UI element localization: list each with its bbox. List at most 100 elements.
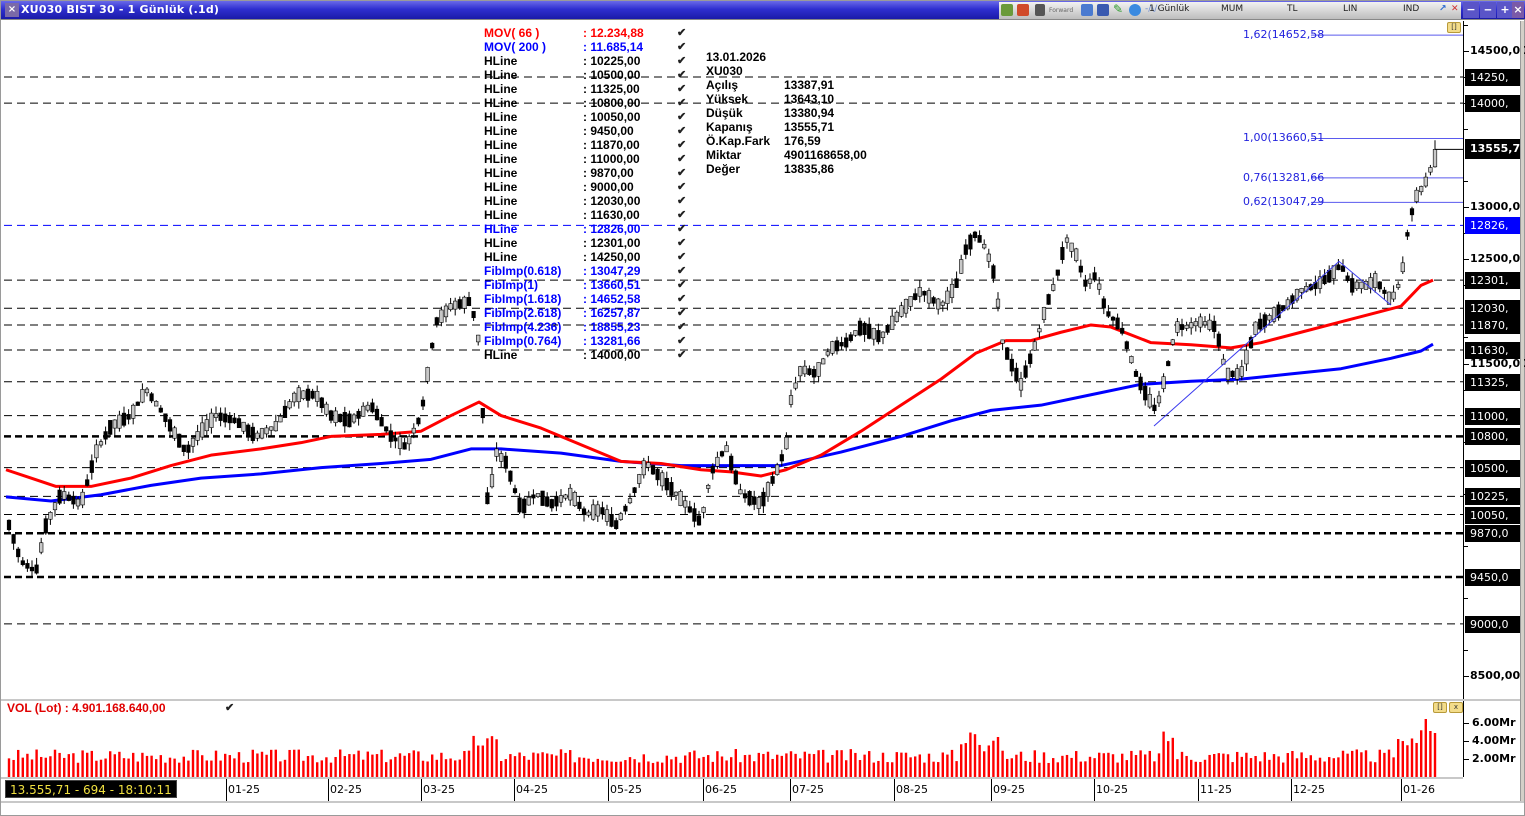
currency-select[interactable]: TL [1287, 4, 1298, 14]
legend-visibility-check-icon[interactable]: ✔ [677, 237, 687, 249]
candlestick-plot [4, 34, 1463, 625]
legend-visibility-check-icon[interactable]: ✔ [677, 307, 687, 319]
legend-name: HLine [484, 208, 518, 222]
tools-icon[interactable]: ✕ [1451, 4, 1459, 14]
pane-maximize-button[interactable]: [] [1447, 22, 1461, 33]
volume-tick-2: 2.00Mr [1472, 752, 1516, 765]
volume-legend-text: VOL (Lot) : 4.901.168.640,00 [7, 701, 166, 715]
legend-visibility-check-icon[interactable]: ✔ [677, 125, 687, 137]
symbol-list-icon[interactable] [1001, 4, 1013, 16]
price-minor-tick [1464, 337, 1468, 339]
grid-icon[interactable] [1081, 4, 1093, 16]
hline-price-box: 14000, [1465, 95, 1521, 113]
legend-name: HLine [484, 236, 518, 250]
legend-name: HLine [484, 348, 518, 362]
legend-visibility-check-icon[interactable]: ✔ [677, 335, 687, 347]
price-chart[interactable] [4, 21, 1463, 699]
hline-price-box: 11630, [1465, 341, 1521, 359]
legend-name: HLine [484, 68, 518, 82]
legend-value: : 13047,29 [583, 264, 641, 278]
hline-price-box: 14250, [1465, 69, 1521, 87]
price-minor-tick [1464, 597, 1468, 599]
legend-visibility-check-icon[interactable]: ✔ [677, 153, 687, 165]
month-tick: 04-25 [514, 779, 548, 801]
legend-value: : 12.234,88 [583, 26, 644, 40]
legend-name: HLine [484, 250, 518, 264]
legend-value: : 11630,00 [583, 208, 640, 222]
legend-value: : 13281,66 [583, 334, 641, 348]
maximize-button[interactable]: + [1497, 2, 1513, 18]
legend-visibility-check-icon[interactable]: ✔ [677, 139, 687, 151]
month-tick: 11-25 [1198, 779, 1232, 801]
legend-visibility-check-icon[interactable]: ✔ [677, 83, 687, 95]
window-title: XU030 BIST 30 - 1 Günlük (.1d) [21, 3, 220, 16]
volume-check-icon[interactable]: ✔ [225, 702, 235, 714]
restore-button[interactable]: ‒ [1480, 2, 1496, 18]
legend-visibility-check-icon[interactable]: ✔ [677, 293, 687, 305]
link-arrow-icon[interactable]: ↗ [1439, 4, 1447, 14]
mov66-line [5, 278, 1434, 488]
legend-value: : 16257,87 [583, 306, 641, 320]
legend-visibility-check-icon[interactable]: ✔ [677, 349, 687, 361]
price-axis-label: 14500,00 [1470, 44, 1525, 57]
legend-name: HLine [484, 96, 518, 110]
price-axis-label: 13000,0 [1470, 200, 1521, 214]
volume-chart[interactable] [4, 701, 1463, 777]
legend-visibility-check-icon[interactable]: ✔ [677, 181, 687, 193]
chart-settings-icon[interactable] [1097, 4, 1109, 16]
legend-visibility-check-icon[interactable]: ✔ [677, 251, 687, 263]
legend-name: MOV( 200 ) [484, 40, 547, 54]
hline-price-box: 10225, [1465, 488, 1521, 506]
legend-visibility-check-icon[interactable]: ✔ [677, 27, 687, 39]
window-border [1520, 21, 1524, 801]
scale-select[interactable]: LIN [1343, 4, 1358, 14]
indicator-menu[interactable]: IND [1403, 4, 1420, 14]
month-tick: 08-25 [894, 779, 928, 801]
close-chart-button[interactable]: × [5, 3, 19, 17]
legend-visibility-check-icon[interactable]: ✔ [677, 55, 687, 67]
legend-visibility-check-icon[interactable]: ✔ [677, 223, 687, 235]
legend-visibility-check-icon[interactable]: ✔ [677, 167, 687, 179]
legend-name: HLine [484, 82, 518, 96]
legend-name: FibImp(1) [484, 278, 538, 292]
legend-visibility-check-icon[interactable]: ✔ [677, 111, 687, 123]
cursor-readout: 13.555,71 - 694 - 18:10:11 [5, 780, 177, 798]
info-key: Değer [706, 162, 741, 176]
price-axis[interactable]: 14250, 14000, 13555,7 13000,0 12826, 12500,0 1… [1463, 21, 1525, 699]
info-value: 13380,94 [784, 106, 835, 120]
pane-divider[interactable] [1, 699, 1521, 701]
info-value: 176,59 [784, 134, 821, 148]
legend-value: : 14652,58 [583, 292, 641, 306]
last-price-box: 13555,7 [1465, 139, 1521, 160]
legend-value: : 12301,00 [583, 236, 641, 250]
time-axis[interactable]: 01-25 02-25 03-25 04-25 05-25 06-25 07-25 08-25… [1, 777, 1463, 801]
interval-select[interactable]: 1 Günlük [1149, 4, 1190, 14]
volume-pane-maximize-button[interactable]: [] [1433, 702, 1447, 713]
pencil-icon[interactable]: ✎ [1113, 2, 1124, 16]
template-icon[interactable] [1035, 4, 1045, 16]
chart-type-select[interactable]: MUM [1221, 4, 1244, 14]
legend-visibility-check-icon[interactable]: ✔ [677, 321, 687, 333]
wave-icon[interactable]: -/\/- [1145, 4, 1161, 14]
legend-visibility-check-icon[interactable]: ✔ [677, 41, 687, 53]
forward-label[interactable]: Forward [1049, 7, 1074, 14]
price-minor-tick [1464, 649, 1468, 651]
legend-visibility-check-icon[interactable]: ✔ [677, 209, 687, 221]
volume-axis: 6.00Mr 4.00Mr 2.00Mr [1463, 701, 1520, 777]
legend-name: HLine [484, 166, 518, 180]
legend-value: : 13660,51 [583, 278, 641, 292]
close-window-button[interactable]: × [1512, 2, 1524, 18]
legend-visibility-check-icon[interactable]: ✔ [677, 97, 687, 109]
minimize-button[interactable]: − [1463, 2, 1479, 18]
legend-visibility-check-icon[interactable]: ✔ [677, 195, 687, 207]
legend-name: HLine [484, 180, 518, 194]
move-icon[interactable] [1129, 4, 1141, 16]
legend-visibility-check-icon[interactable]: ✔ [677, 69, 687, 81]
legend-name: HLine [484, 54, 518, 68]
legend-visibility-check-icon[interactable]: ✔ [677, 279, 687, 291]
legend-visibility-check-icon[interactable]: ✔ [677, 265, 687, 277]
portfolio-icon[interactable] [1017, 4, 1029, 16]
legend-value: : 9000,00 [583, 180, 634, 194]
price-axis-label: 11500,00 [1470, 356, 1525, 370]
volume-pane-close-button[interactable]: x [1449, 702, 1463, 713]
